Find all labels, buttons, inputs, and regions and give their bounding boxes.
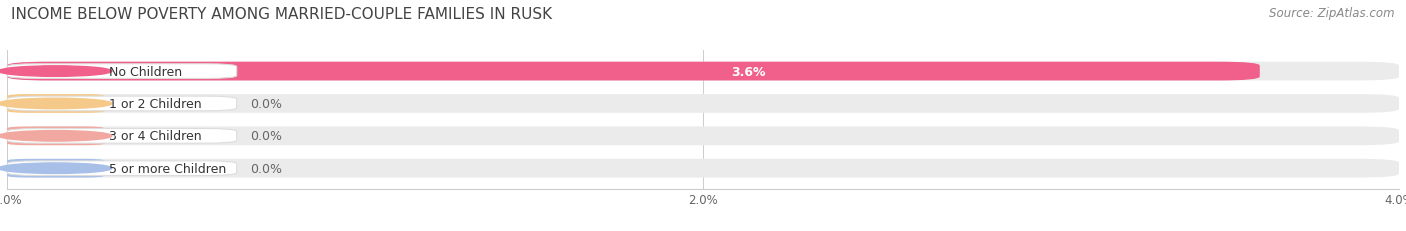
FancyBboxPatch shape [7, 159, 1399, 178]
Text: INCOME BELOW POVERTY AMONG MARRIED-COUPLE FAMILIES IN RUSK: INCOME BELOW POVERTY AMONG MARRIED-COUPL… [11, 7, 553, 22]
Text: 1 or 2 Children: 1 or 2 Children [110, 97, 201, 110]
FancyBboxPatch shape [7, 62, 1260, 81]
FancyBboxPatch shape [7, 95, 104, 113]
FancyBboxPatch shape [7, 159, 104, 178]
FancyBboxPatch shape [7, 127, 1399, 146]
Text: 0.0%: 0.0% [250, 162, 283, 175]
FancyBboxPatch shape [7, 95, 1399, 113]
Text: Source: ZipAtlas.com: Source: ZipAtlas.com [1270, 7, 1395, 20]
FancyBboxPatch shape [7, 64, 236, 79]
FancyBboxPatch shape [7, 62, 1399, 81]
Text: 5 or more Children: 5 or more Children [110, 162, 226, 175]
FancyBboxPatch shape [7, 129, 236, 143]
Circle shape [0, 67, 112, 77]
Text: No Children: No Children [110, 65, 183, 78]
Text: 0.0%: 0.0% [250, 130, 283, 143]
Text: 3 or 4 Children: 3 or 4 Children [110, 130, 201, 143]
FancyBboxPatch shape [7, 161, 236, 176]
FancyBboxPatch shape [7, 97, 236, 111]
Text: 3.6%: 3.6% [731, 65, 765, 78]
Circle shape [0, 163, 112, 174]
Text: 0.0%: 0.0% [250, 97, 283, 110]
Circle shape [0, 99, 112, 109]
FancyBboxPatch shape [7, 127, 104, 146]
Circle shape [0, 131, 112, 141]
